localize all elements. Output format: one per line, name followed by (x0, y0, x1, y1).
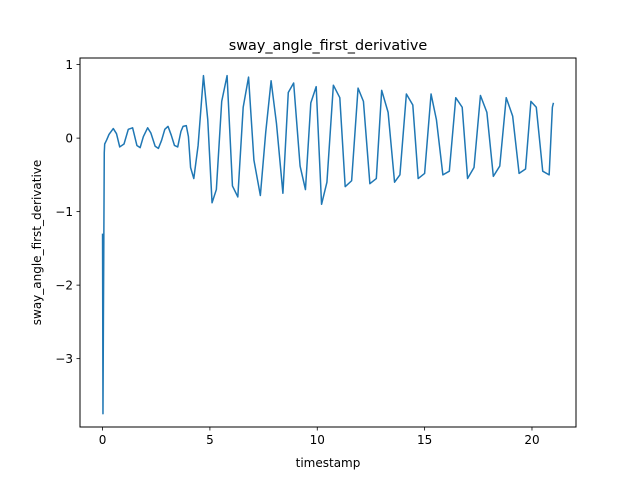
series-line-0 (101, 74, 555, 415)
x-tick-label: 0 (99, 433, 107, 447)
x-axis: 0 5 10 15 20 (99, 427, 540, 447)
x-tick-label: 5 (206, 433, 214, 447)
plot-area (101, 74, 555, 415)
y-tick-label: −1 (55, 205, 73, 219)
y-axis-label: sway_angle_first_derivative (30, 160, 44, 326)
x-axis-label: timestamp (296, 456, 361, 470)
y-tick-label: −3 (55, 352, 73, 366)
x-tick-label: 20 (524, 433, 539, 447)
y-axis: 1 0 −1 −2 −3 (55, 58, 80, 366)
y-tick-label: −2 (55, 278, 73, 292)
chart-title: sway_angle_first_derivative (229, 38, 428, 54)
y-tick-label: 0 (65, 131, 73, 145)
x-tick-label: 15 (417, 433, 432, 447)
y-tick-label: 1 (65, 58, 73, 72)
axes-frame (79, 57, 577, 428)
x-tick-label: 10 (310, 433, 325, 447)
